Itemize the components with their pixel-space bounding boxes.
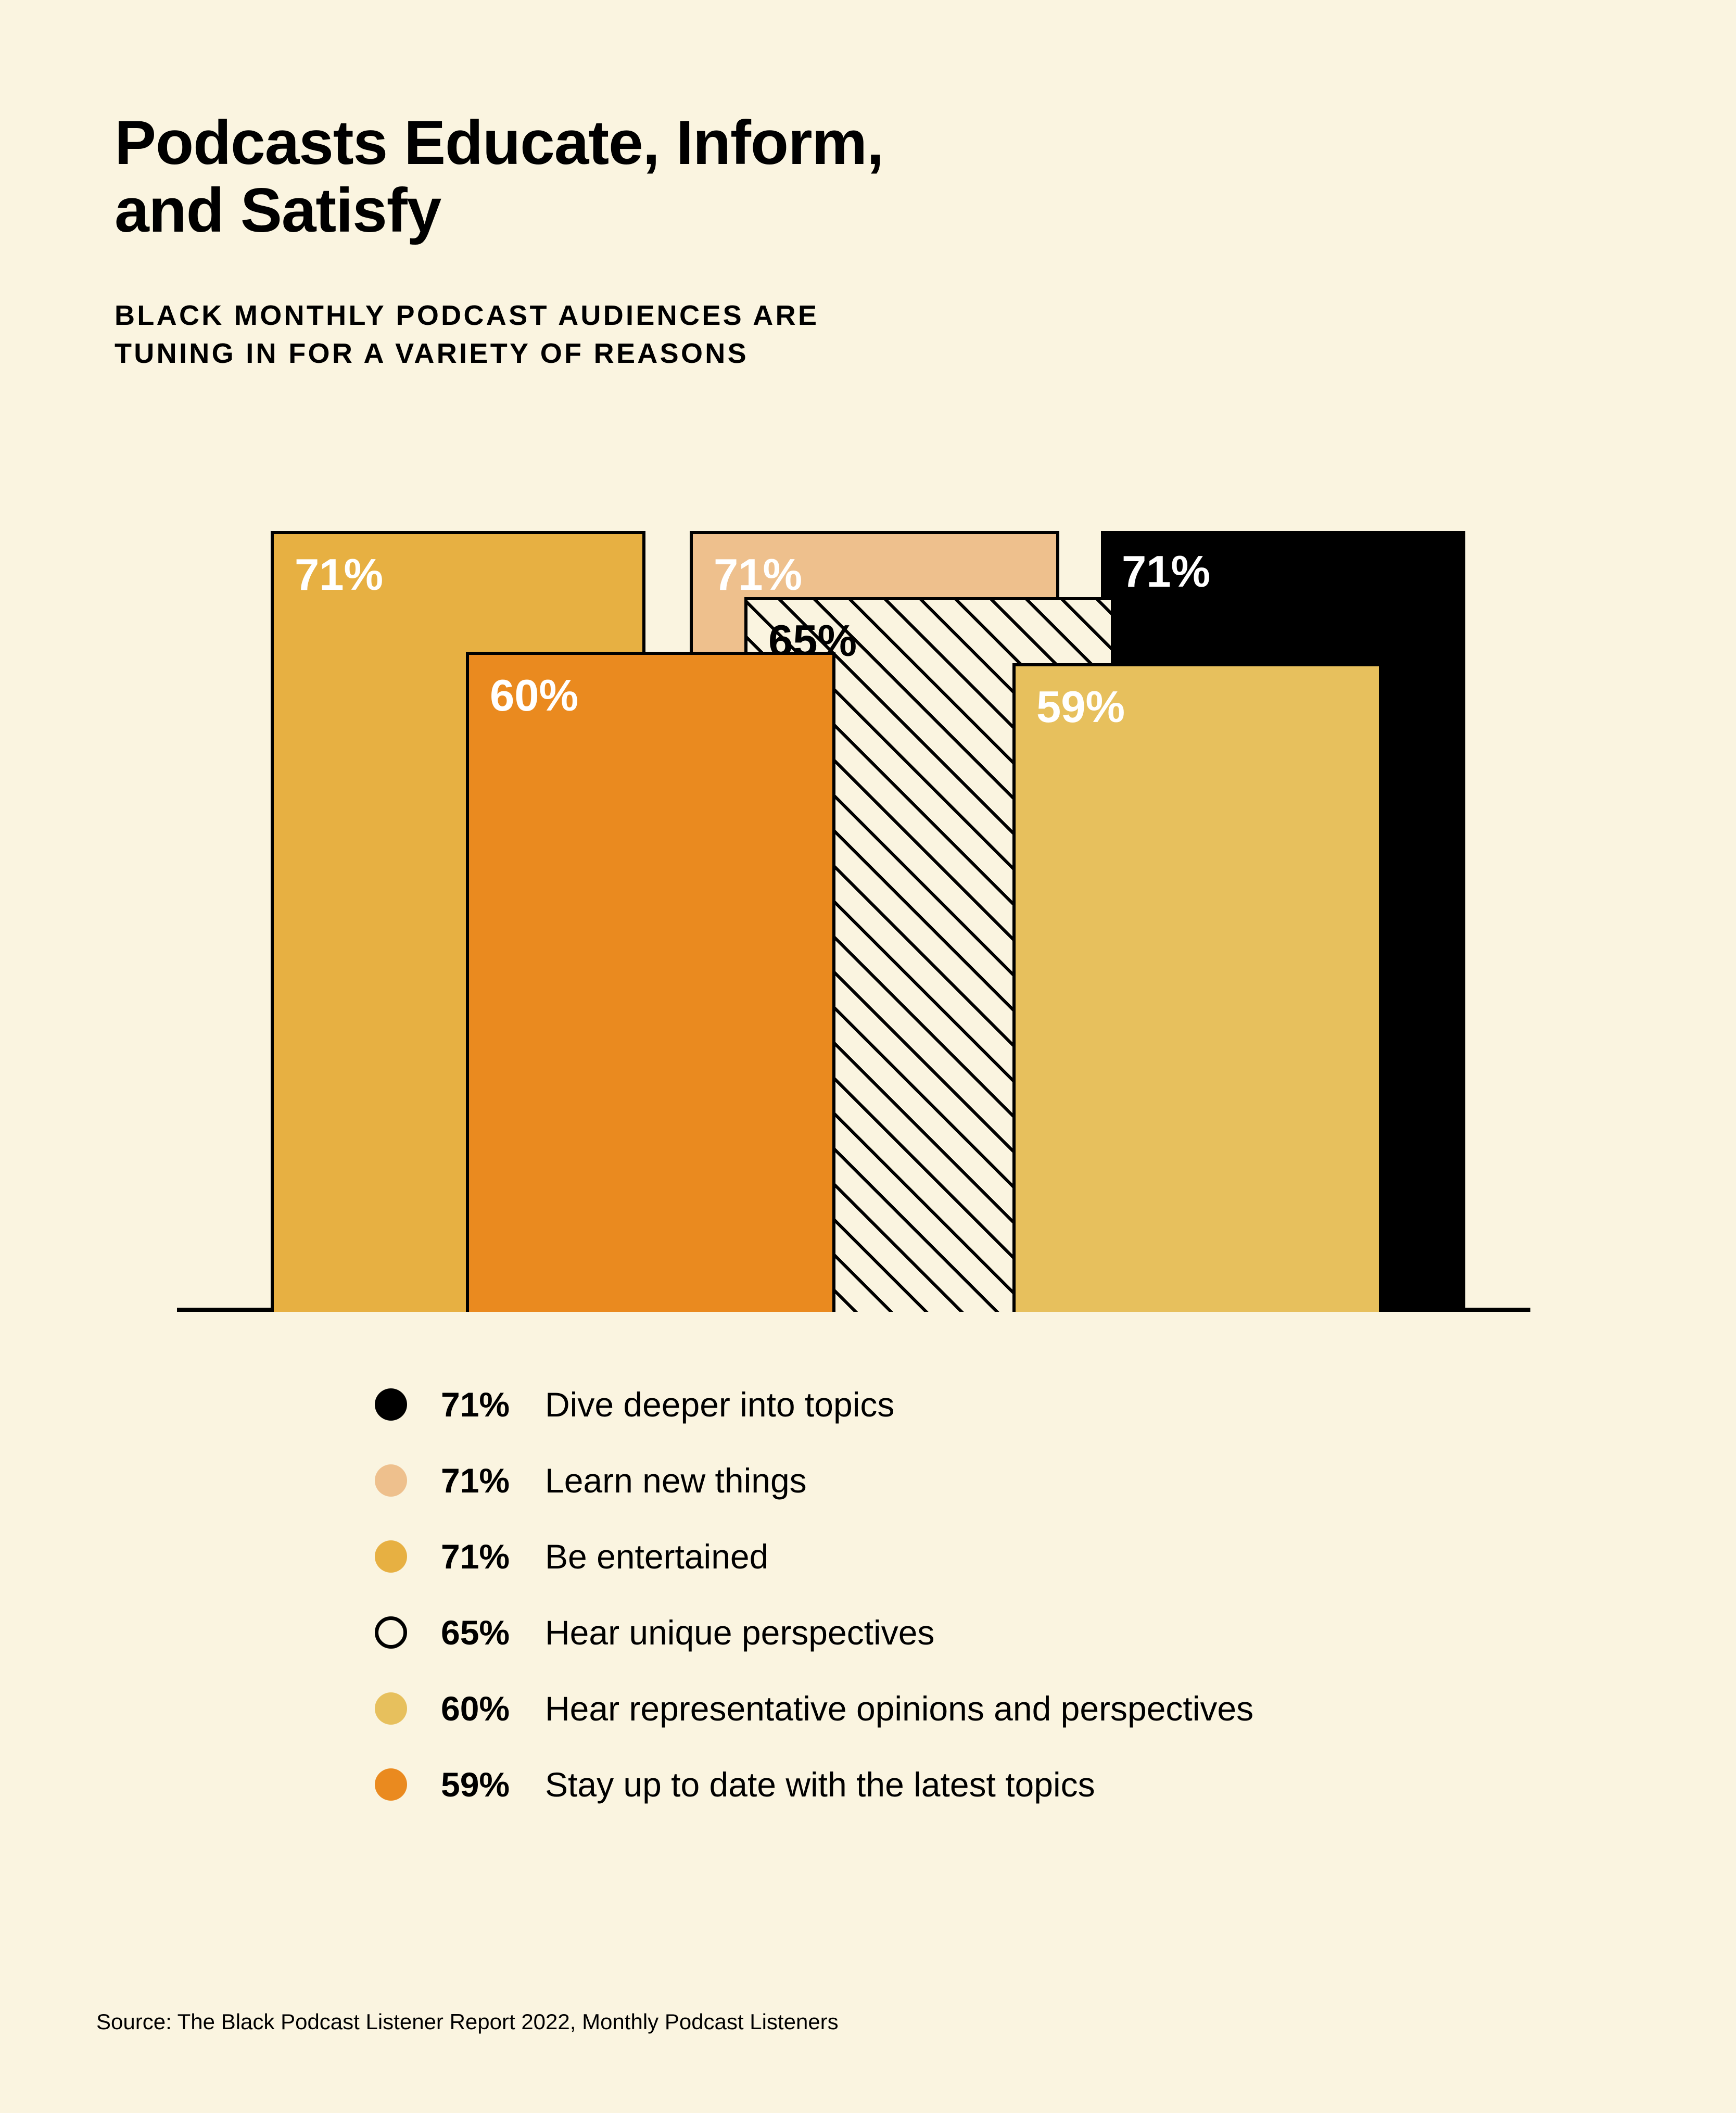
bar-label: 60% [490, 670, 578, 722]
legend-pct: 71% [441, 1461, 545, 1500]
legend-swatch [375, 1616, 407, 1649]
legend-row: 60%Hear representative opinions and pers… [375, 1689, 1253, 1728]
bar-stay-up-to-date: 59% [1012, 663, 1382, 1312]
legend-swatch [375, 1540, 407, 1573]
legend-label: Stay up to date with the latest topics [545, 1765, 1095, 1804]
bar-label: 71% [714, 550, 802, 601]
legend-label: Hear unique perspectives [545, 1613, 934, 1652]
legend-pct: 71% [441, 1537, 545, 1576]
legend-swatch [375, 1464, 407, 1497]
legend-pct: 65% [441, 1613, 545, 1652]
source-text: Source: The Black Podcast Listener Repor… [96, 2009, 839, 2034]
legend-row: 71%Learn new things [375, 1461, 1253, 1500]
page-subtitle: BLACK MONTHLY PODCAST AUDIENCES ARE TUNI… [115, 297, 819, 373]
bar-label: 71% [295, 550, 383, 601]
legend-swatch [375, 1692, 407, 1725]
legend-pct: 71% [441, 1385, 545, 1424]
legend-label: Learn new things [545, 1461, 807, 1500]
bar-label: 59% [1036, 682, 1125, 733]
legend-row: 71%Be entertained [375, 1537, 1253, 1576]
page-title: Podcasts Educate, Inform, and Satisfy [115, 109, 883, 244]
bar-representative: 60% [466, 652, 835, 1312]
chart-area: 71%71%71%65%60%59% [177, 531, 1530, 1312]
legend-row: 65%Hear unique perspectives [375, 1613, 1253, 1652]
legend-row: 59%Stay up to date with the latest topic… [375, 1765, 1253, 1804]
legend: 71%Dive deeper into topics71%Learn new t… [375, 1385, 1253, 1841]
legend-row: 71%Dive deeper into topics [375, 1385, 1253, 1424]
legend-label: Dive deeper into topics [545, 1385, 894, 1424]
legend-label: Hear representative opinions and perspec… [545, 1689, 1253, 1728]
infographic-page: Podcasts Educate, Inform, and Satisfy BL… [0, 0, 1736, 2113]
legend-swatch [375, 1388, 407, 1421]
bar-label: 71% [1122, 547, 1210, 598]
legend-swatch [375, 1768, 407, 1801]
legend-label: Be entertained [545, 1537, 768, 1576]
legend-pct: 60% [441, 1689, 545, 1728]
legend-pct: 59% [441, 1765, 545, 1804]
